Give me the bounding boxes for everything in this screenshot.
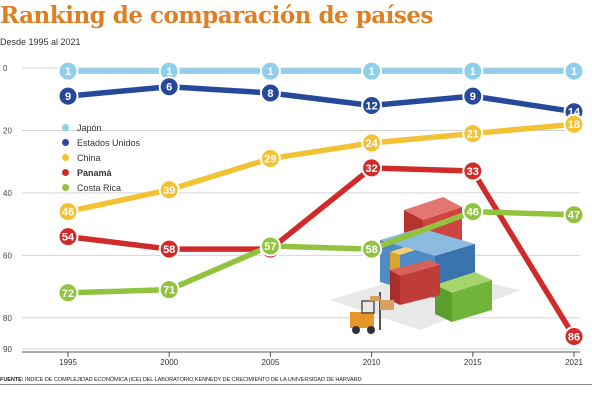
series-points: 1111119681291446392924211854585832338672…	[57, 60, 585, 348]
data-point	[158, 76, 180, 98]
data-point	[563, 113, 585, 135]
data-label: 24	[365, 138, 378, 150]
data-label: 1	[267, 66, 273, 78]
data-label: 71	[163, 285, 175, 297]
data-point	[158, 279, 180, 301]
y-tick-label: 60	[3, 251, 12, 260]
axis-layer: 0 20 40 60 80 90 1995 2000 2005 2010 2015 2021	[3, 64, 583, 367]
data-label: 21	[467, 129, 479, 141]
data-label: 39	[163, 185, 175, 197]
legend-swatch	[62, 184, 69, 191]
data-label: 6	[166, 82, 172, 94]
series-line	[65, 208, 577, 296]
data-label: 9	[470, 91, 476, 103]
data-label: 1	[166, 66, 172, 78]
x-tick-label: 2021	[565, 358, 583, 367]
data-label: 57	[264, 241, 276, 253]
source-text: ÍNDICE DE COMPLEJIDAD ECONÓMICA (ICE) DE…	[25, 377, 362, 383]
data-point	[57, 60, 79, 82]
x-tick-label: 2010	[363, 358, 381, 367]
data-point	[361, 132, 383, 154]
data-label: 9	[65, 91, 71, 103]
y-tick-label: 0	[3, 64, 8, 73]
data-label: 86	[568, 332, 580, 344]
data-point	[259, 148, 281, 170]
data-point	[259, 82, 281, 104]
data-point	[462, 160, 484, 182]
data-label: 33	[467, 166, 479, 178]
data-label: 58	[163, 244, 175, 256]
data-point	[259, 60, 281, 82]
data-label: 58	[365, 244, 377, 256]
data-point	[361, 238, 383, 260]
y-tick-label: 80	[3, 314, 12, 323]
data-point	[462, 60, 484, 82]
data-point	[158, 179, 180, 201]
legend-label: Japón	[77, 122, 102, 133]
legend-label: Costa Rica	[77, 182, 122, 193]
data-point	[361, 60, 383, 82]
data-point	[462, 123, 484, 145]
y-tick-label: 90	[3, 345, 12, 354]
data-point	[57, 226, 79, 248]
legend: Japón Estados Unidos China Panamá Costa …	[62, 120, 140, 195]
data-point	[57, 201, 79, 223]
data-label: 32	[365, 163, 377, 175]
data-point	[563, 60, 585, 82]
legend-swatch	[62, 154, 69, 161]
data-point	[462, 201, 484, 223]
data-label: 46	[467, 207, 479, 219]
data-point	[563, 204, 585, 226]
data-point	[361, 94, 383, 116]
x-tick-label: 2005	[262, 358, 280, 367]
series-line	[65, 121, 577, 215]
legend-label: Estados Unidos	[77, 137, 141, 148]
source-label: FUENTE:	[0, 377, 24, 383]
legend-item-japon: Japón	[62, 120, 140, 135]
data-label: 1	[571, 66, 577, 78]
series-line	[65, 83, 577, 115]
data-point	[462, 85, 484, 107]
data-label: 1	[369, 66, 375, 78]
series-line	[65, 165, 577, 340]
data-point	[361, 157, 383, 179]
data-point	[57, 85, 79, 107]
source-note: FUENTE: ÍNDICE DE COMPLEJIDAD ECONÓMICA …	[0, 377, 362, 383]
shipping-containers-forklift-icon	[330, 197, 520, 334]
data-label: 46	[62, 207, 74, 219]
data-label: 12	[365, 100, 377, 112]
legend-item-costa-rica: Costa Rica	[62, 180, 140, 195]
data-label: 8	[267, 88, 273, 100]
legend-swatch	[62, 124, 69, 131]
x-tick-label: 2015	[464, 358, 482, 367]
legend-item-panama: Panamá	[62, 165, 140, 180]
data-point	[57, 282, 79, 304]
data-label: 29	[264, 154, 276, 166]
legend-item-china: China	[62, 150, 140, 165]
data-label: 1	[65, 66, 71, 78]
y-tick-label: 40	[3, 189, 12, 198]
data-point	[259, 235, 281, 257]
chart-subtitle: Desde 1995 al 2021	[0, 37, 81, 47]
data-point	[563, 326, 585, 348]
series-lines	[65, 68, 577, 340]
data-label: 18	[568, 119, 580, 131]
legend-swatch	[62, 139, 69, 146]
data-point	[158, 238, 180, 260]
x-tick-label: 2000	[160, 358, 178, 367]
legend-label: Panamá	[77, 167, 112, 178]
data-label: 1	[470, 66, 476, 78]
data-label: 72	[62, 288, 74, 300]
data-label: 47	[568, 210, 580, 222]
x-tick-label: 1995	[59, 358, 77, 367]
legend-item-estados-unidos: Estados Unidos	[62, 135, 140, 150]
data-label: 54	[62, 232, 75, 244]
chart-title: Ranking de comparación de países	[0, 2, 433, 29]
y-tick-label: 20	[3, 126, 12, 135]
footer-divider	[0, 384, 592, 385]
legend-swatch	[62, 169, 69, 176]
legend-label: China	[77, 152, 101, 163]
